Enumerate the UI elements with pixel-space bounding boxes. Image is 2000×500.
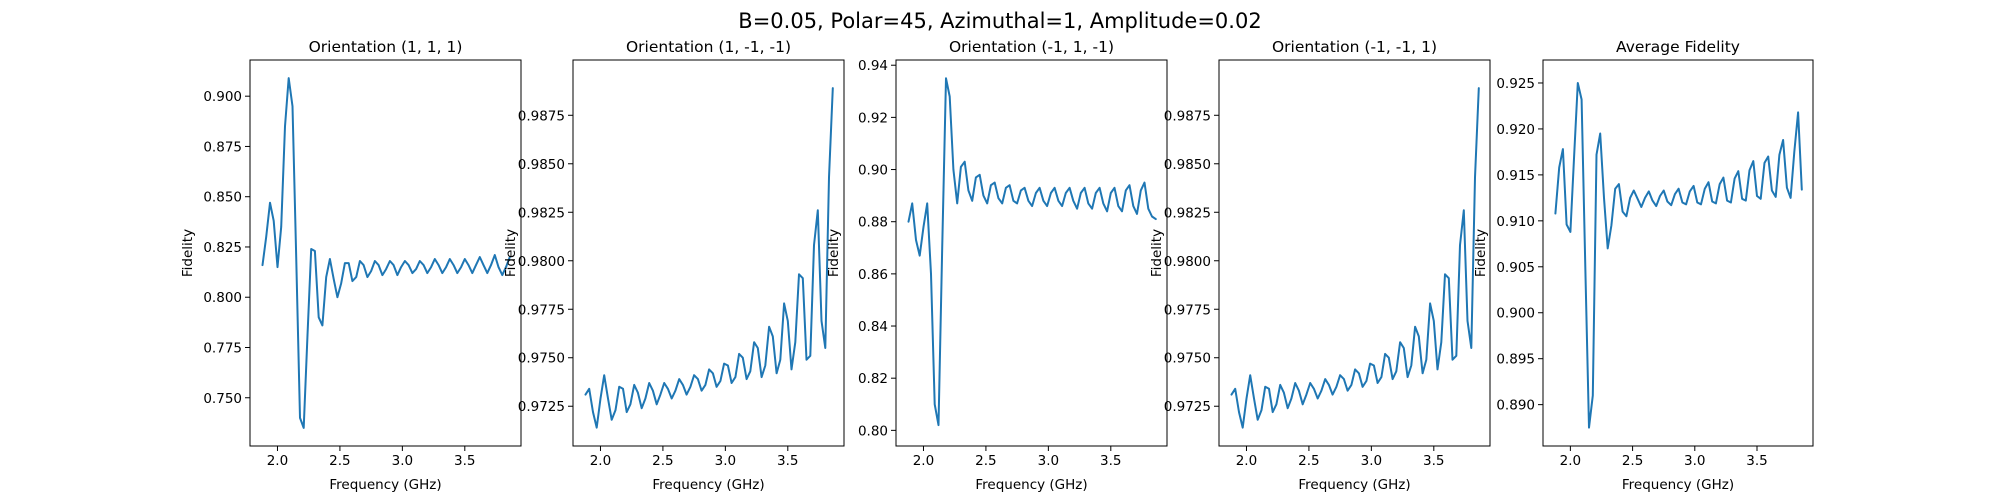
y-axis-label: Fidelity: [1473, 229, 1489, 277]
panel-title: Orientation (-1, -1, 1): [1272, 38, 1437, 56]
y-axis-label: Fidelity: [1149, 229, 1165, 277]
y-tick-label: 0.90: [858, 163, 888, 179]
y-tick-label: 0.9725: [518, 399, 565, 415]
y-tick-label: 0.84: [858, 319, 888, 335]
y-tick-label: 0.750: [203, 391, 242, 407]
panel-title: Average Fidelity: [1616, 38, 1740, 56]
y-tick-label: 0.9775: [518, 302, 565, 318]
chart-panel-1: 2.0 2.5 3.0 3.5 0.750 0.775 0.800 0.825 0.850 0.8…: [180, 38, 522, 493]
x-tick-label: 3.5: [454, 453, 475, 469]
chart-panel-5: 2.0 2.5 3.0 3.5 0.890 0.895 0.900 0.905 0.910 0.9…: [1473, 38, 1814, 493]
y-tick-label: 0.920: [1496, 122, 1535, 138]
x-tick-label: 3.0: [1038, 453, 1059, 469]
chart-panel-4: 2.0 2.5 3.0 3.5 0.9725 0.9750 0.9775 0.9800 0.98…: [1149, 38, 1491, 493]
chart-panel-2: 2.0 2.5 3.0 3.5 0.9725 0.9750 0.9775 0.9800 0.98…: [503, 38, 845, 493]
plot-frame: [249, 59, 522, 447]
x-tick-label: 3.5: [1423, 453, 1444, 469]
y-tick-label: 0.86: [858, 267, 888, 283]
x-axis-label: Frequency (GHz): [975, 477, 1087, 493]
x-tick-label: 2.0: [1236, 453, 1257, 469]
plot-frame: [1218, 59, 1491, 447]
x-tick-label: 2.0: [267, 453, 288, 469]
y-tick-label: 0.9775: [1164, 302, 1211, 318]
x-tick-label: 3.5: [777, 453, 798, 469]
y-tick-label: 0.900: [203, 89, 242, 105]
x-tick-label: 2.5: [1622, 453, 1643, 469]
panel-title: Orientation (1, -1, -1): [626, 38, 791, 56]
x-tick-label: 3.5: [1100, 453, 1121, 469]
x-tick-label: 2.0: [590, 453, 611, 469]
y-tick-label: 0.775: [203, 340, 242, 356]
y-tick-label: 0.890: [1496, 398, 1535, 414]
x-tick-label: 2.5: [975, 453, 996, 469]
x-tick-label: 3.0: [392, 453, 413, 469]
plot-frame: [572, 59, 845, 447]
x-axis-label: Frequency (GHz): [652, 477, 764, 493]
y-tick-label: 0.905: [1496, 260, 1535, 276]
y-tick-label: 0.925: [1496, 76, 1535, 92]
y-tick-label: 0.88: [858, 215, 888, 231]
y-tick-label: 0.94: [858, 58, 888, 74]
y-axis-label: Fidelity: [180, 229, 196, 277]
panel-title: Orientation (1, 1, 1): [309, 38, 463, 56]
y-tick-label: 0.800: [203, 290, 242, 306]
series-line: [907, 77, 1157, 427]
y-tick-label: 0.9825: [518, 205, 565, 221]
x-tick-label: 3.0: [1684, 453, 1705, 469]
y-tick-label: 0.9750: [1164, 351, 1211, 367]
plot-frame: [895, 59, 1168, 447]
y-tick-label: 0.9850: [518, 157, 565, 173]
y-axis-label: Fidelity: [503, 229, 519, 277]
series-line: [584, 87, 834, 429]
y-tick-label: 0.9825: [1164, 205, 1211, 221]
y-tick-label: 0.825: [203, 240, 242, 256]
y-tick-label: 0.9725: [1164, 399, 1211, 415]
x-tick-label: 2.5: [329, 453, 350, 469]
chart-panel-3: 2.0 2.5 3.0 3.5 0.80 0.82 0.84 0.86 0.88 0.90 0.92…: [826, 38, 1168, 493]
x-axis-label: Frequency (GHz): [329, 477, 441, 493]
y-tick-label: 0.9800: [1164, 254, 1211, 270]
panel-title: Orientation (-1, 1, -1): [949, 38, 1114, 56]
x-axis-label: Frequency (GHz): [1622, 477, 1734, 493]
y-tick-label: 0.9875: [518, 108, 565, 124]
x-axis-label: Frequency (GHz): [1298, 477, 1410, 493]
y-tick-label: 0.850: [203, 190, 242, 206]
series-line: [1230, 87, 1480, 429]
y-tick-label: 0.900: [1496, 306, 1535, 322]
y-tick-label: 0.9875: [1164, 108, 1211, 124]
y-tick-label: 0.9750: [518, 351, 565, 367]
x-tick-label: 2.5: [652, 453, 673, 469]
y-tick-label: 0.9850: [1164, 157, 1211, 173]
y-tick-label: 0.875: [203, 139, 242, 155]
x-tick-label: 3.0: [1361, 453, 1382, 469]
y-tick-label: 0.895: [1496, 352, 1535, 368]
figure-title: B=0.05, Polar=45, Azimuthal=1, Amplitude…: [738, 9, 1261, 33]
y-tick-label: 0.910: [1496, 214, 1535, 230]
y-tick-label: 0.80: [858, 423, 888, 439]
plot-frame: [1542, 59, 1814, 447]
y-tick-label: 0.915: [1496, 168, 1535, 184]
y-tick-label: 0.82: [858, 371, 888, 387]
x-tick-label: 3.5: [1746, 453, 1767, 469]
x-tick-label: 3.0: [715, 453, 736, 469]
x-tick-label: 2.0: [1560, 453, 1581, 469]
series-line: [261, 77, 511, 429]
y-axis-label: Fidelity: [826, 229, 842, 277]
y-tick-label: 0.9800: [518, 254, 565, 270]
y-tick-label: 0.92: [858, 110, 888, 126]
x-tick-label: 2.0: [913, 453, 934, 469]
series-line: [1554, 82, 1803, 429]
x-tick-label: 2.5: [1298, 453, 1319, 469]
